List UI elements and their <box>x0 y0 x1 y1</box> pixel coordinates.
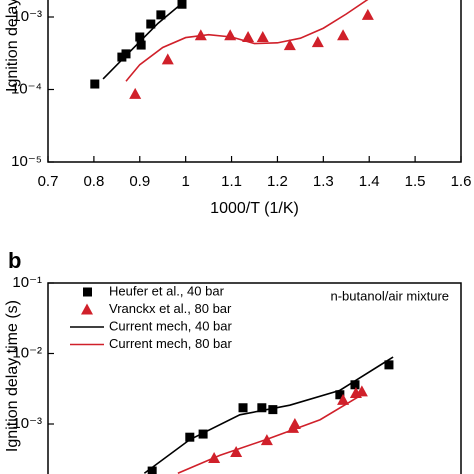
model-line <box>143 356 394 474</box>
triangle-marker <box>194 29 207 41</box>
legend-label: Heufer et al., 40 bar <box>109 283 225 298</box>
square-marker <box>268 405 278 415</box>
square-marker <box>146 19 156 29</box>
x-tick-label: 1 <box>181 173 189 190</box>
legend-label: Current mech, 80 bar <box>109 336 233 351</box>
model-line <box>102 0 187 80</box>
triangle-marker <box>311 36 324 48</box>
triangle-marker <box>161 53 174 65</box>
triangle-marker <box>242 30 255 42</box>
plot-area <box>143 356 394 474</box>
x-axis-label: 1000/T (1/K) <box>210 200 299 217</box>
square-marker <box>136 40 146 50</box>
model-line <box>125 0 369 82</box>
panel-label: b <box>8 248 21 273</box>
y-tick-label: 10⁻³ <box>12 8 42 25</box>
x-tick-label: 0.9 <box>129 173 150 190</box>
square-marker <box>135 32 145 42</box>
triangle-marker <box>230 446 243 458</box>
y-axis-label: Ignition delay time (s) <box>4 0 21 92</box>
x-tick-label: 1.1 <box>221 173 242 190</box>
y-tick-label: 10⁻⁴ <box>11 80 42 97</box>
triangle-marker <box>283 39 296 51</box>
square-marker <box>257 403 267 413</box>
square-marker <box>185 432 195 442</box>
square-marker <box>147 466 157 474</box>
y-tick-label: 10⁻⁵ <box>11 153 42 170</box>
square-marker <box>384 360 394 370</box>
y-tick-label: 10⁻³ <box>12 415 42 432</box>
triangle-marker <box>337 29 350 41</box>
square-marker <box>350 380 360 390</box>
x-tick-label: 1.4 <box>359 173 380 190</box>
legend-marker <box>83 287 92 297</box>
y-tick-label: 10⁻¹ <box>12 274 42 291</box>
plot-frame <box>47 0 462 163</box>
x-tick-label: 1.6 <box>451 173 472 190</box>
annotation: n-butanol/air mixture <box>331 288 450 303</box>
plot-area <box>90 0 374 99</box>
square-marker <box>121 49 131 59</box>
triangle-marker <box>361 8 374 20</box>
x-tick-label: 1.3 <box>313 173 334 190</box>
model-line <box>177 392 366 474</box>
x-tick-label: 0.8 <box>83 173 104 190</box>
x-tick-label: 1.2 <box>267 173 288 190</box>
square-marker <box>335 390 345 400</box>
x-tick-label: 0.7 <box>38 173 59 190</box>
square-marker <box>198 429 208 439</box>
plot-frame <box>47 282 462 474</box>
y-tick-label: 10⁻² <box>12 344 42 361</box>
triangle-marker <box>129 87 142 99</box>
triangle-marker <box>256 30 269 42</box>
legend-marker <box>81 303 93 315</box>
legend-label: Current mech, 40 bar <box>109 318 233 333</box>
triangle-marker <box>288 418 301 429</box>
triangle-marker <box>337 393 350 405</box>
square-marker <box>156 10 166 20</box>
x-tick-label: 1.5 <box>405 173 426 190</box>
square-marker <box>238 403 248 413</box>
y-axis-label: Ignition delay time (s) <box>4 300 21 452</box>
legend-label: Vranckx et al., 80 bar <box>109 301 232 316</box>
square-marker <box>90 79 100 89</box>
